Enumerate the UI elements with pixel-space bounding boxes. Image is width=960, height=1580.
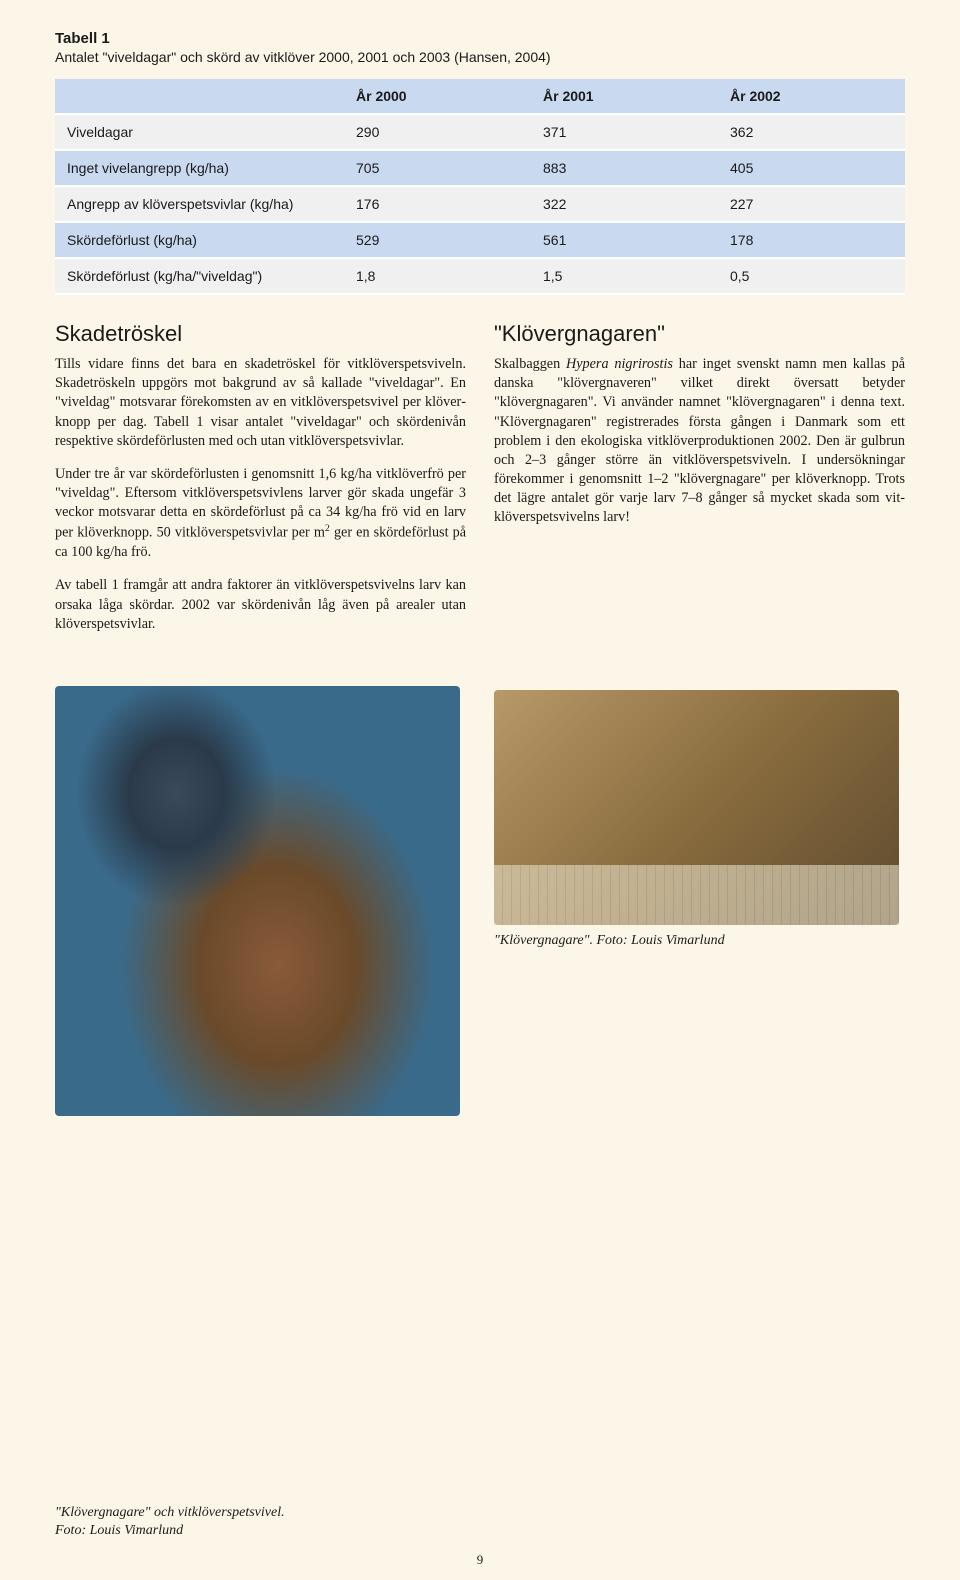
table-row: Angrepp av klöverspetsvivlar (kg/ha)1763… bbox=[55, 186, 905, 222]
table-cell: 529 bbox=[344, 222, 531, 258]
table-cell: 0,5 bbox=[718, 258, 905, 294]
table-cell: 561 bbox=[531, 222, 718, 258]
table-cell: 227 bbox=[718, 186, 905, 222]
section-heading-skadetroskel: Skadetröskel bbox=[55, 321, 466, 347]
table-cell: 1,5 bbox=[531, 258, 718, 294]
table-row-label: Skördeförlust (kg/ha/"viveldag") bbox=[55, 258, 344, 294]
table-header-cell: År 2002 bbox=[718, 79, 905, 114]
table-cell: 405 bbox=[718, 150, 905, 186]
table-row-label: Viveldagar bbox=[55, 114, 344, 150]
table-row: Skördeförlust (kg/ha/"viveldag")1,81,50,… bbox=[55, 258, 905, 294]
body-paragraph: Av tabell 1 framgår att andra faktorer ä… bbox=[55, 576, 466, 634]
data-table: År 2000År 2001År 2002 Viveldagar29037136… bbox=[55, 79, 905, 295]
table-cell: 362 bbox=[718, 114, 905, 150]
table-row-label: Angrepp av klöverspetsvivlar (kg/ha) bbox=[55, 186, 344, 222]
table-cell: 1,8 bbox=[344, 258, 531, 294]
photo-caption: "Klövergnagare". Foto: Louis Vimarlund bbox=[494, 933, 905, 949]
table-subtitle: Antalet "viveldagar" och skörd av vitklö… bbox=[55, 49, 905, 65]
table-header-row: År 2000År 2001År 2002 bbox=[55, 79, 905, 114]
table-row-label: Inget vivelangrepp (kg/ha) bbox=[55, 150, 344, 186]
table-title: Tabell 1 bbox=[55, 30, 905, 47]
table-header-cell: År 2001 bbox=[531, 79, 718, 114]
beetle-photo-ruler bbox=[494, 690, 899, 925]
table-cell: 371 bbox=[531, 114, 718, 150]
table-row-label: Skördeförlust (kg/ha) bbox=[55, 222, 344, 258]
body-paragraph: Under tre år var skördeförlusten i genom… bbox=[55, 465, 466, 563]
page-number: 9 bbox=[0, 1552, 960, 1568]
table-cell: 290 bbox=[344, 114, 531, 150]
section-heading-klovergnagaren: "Klövergnagaren" bbox=[494, 321, 905, 347]
table-row: Skördeförlust (kg/ha)529561178 bbox=[55, 222, 905, 258]
table-header-cell: År 2000 bbox=[344, 79, 531, 114]
body-paragraph: Skalbaggen Hypera nigrirostis har inget … bbox=[494, 355, 905, 528]
table-cell: 705 bbox=[344, 150, 531, 186]
table-cell: 322 bbox=[531, 186, 718, 222]
table-row: Inget vivelangrepp (kg/ha)705883405 bbox=[55, 150, 905, 186]
table-header-cell bbox=[55, 79, 344, 114]
left-column: Skadetröskel Tills vidare finns det bara… bbox=[55, 321, 466, 1116]
table-cell: 883 bbox=[531, 150, 718, 186]
right-column: "Klövergnagaren" Skalbaggen Hypera nigri… bbox=[494, 321, 905, 1116]
table-row: Viveldagar290371362 bbox=[55, 114, 905, 150]
table-cell: 176 bbox=[344, 186, 531, 222]
table-cell: 178 bbox=[718, 222, 905, 258]
beetles-photo bbox=[55, 686, 460, 1116]
bottom-photo-caption: "Klövergnagare" och vitklöverspetsvivel.… bbox=[55, 1504, 285, 1540]
body-paragraph: Tills vidare finns det bara en skadetrös… bbox=[55, 355, 466, 451]
